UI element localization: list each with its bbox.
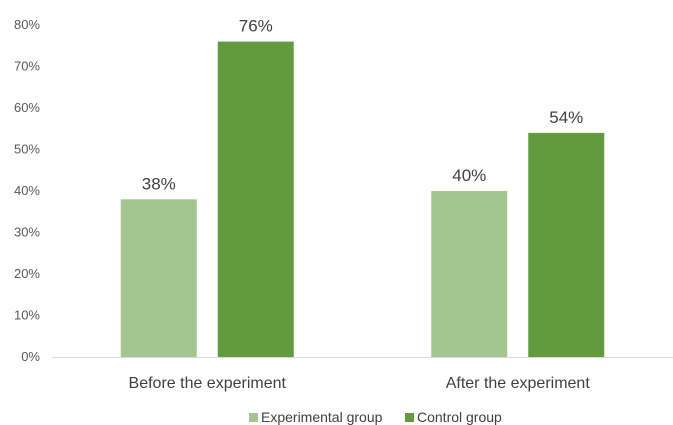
- y-tick-label: 20%: [14, 266, 40, 281]
- y-axis: 0% 10% 20% 30% 40% 50% 60% 70% 80%: [14, 17, 40, 364]
- data-label: 54%: [549, 108, 583, 127]
- legend-label: Control group: [417, 409, 502, 425]
- bar-experimental-0: [120, 199, 197, 357]
- bar-control-1: [528, 132, 605, 357]
- y-tick-label: 40%: [14, 183, 40, 198]
- y-tick-label: 60%: [14, 100, 40, 115]
- x-axis: Before the experiment After the experimen…: [129, 375, 591, 392]
- y-tick-label: 70%: [14, 59, 40, 74]
- legend-label: Experimental group: [261, 409, 383, 425]
- bar-experimental-1: [431, 191, 508, 357]
- y-tick-label: 80%: [14, 17, 40, 32]
- legend: Experimental group Control group: [249, 409, 502, 425]
- data-labels: 38% 76% 40% 54%: [142, 17, 584, 194]
- bar-control-0: [217, 41, 294, 357]
- legend-swatch: [249, 413, 258, 422]
- x-category-label: Before the experiment: [129, 375, 287, 392]
- data-label: 76%: [239, 17, 273, 36]
- bars: [120, 41, 605, 357]
- y-tick-label: 10%: [14, 308, 40, 323]
- y-tick-label: 30%: [14, 225, 40, 240]
- data-label: 40%: [452, 166, 486, 185]
- y-tick-label: 50%: [14, 142, 40, 157]
- legend-swatch: [405, 413, 414, 422]
- data-label: 38%: [142, 174, 176, 193]
- y-tick-label: 0%: [21, 349, 40, 364]
- x-category-label: After the experiment: [446, 375, 591, 392]
